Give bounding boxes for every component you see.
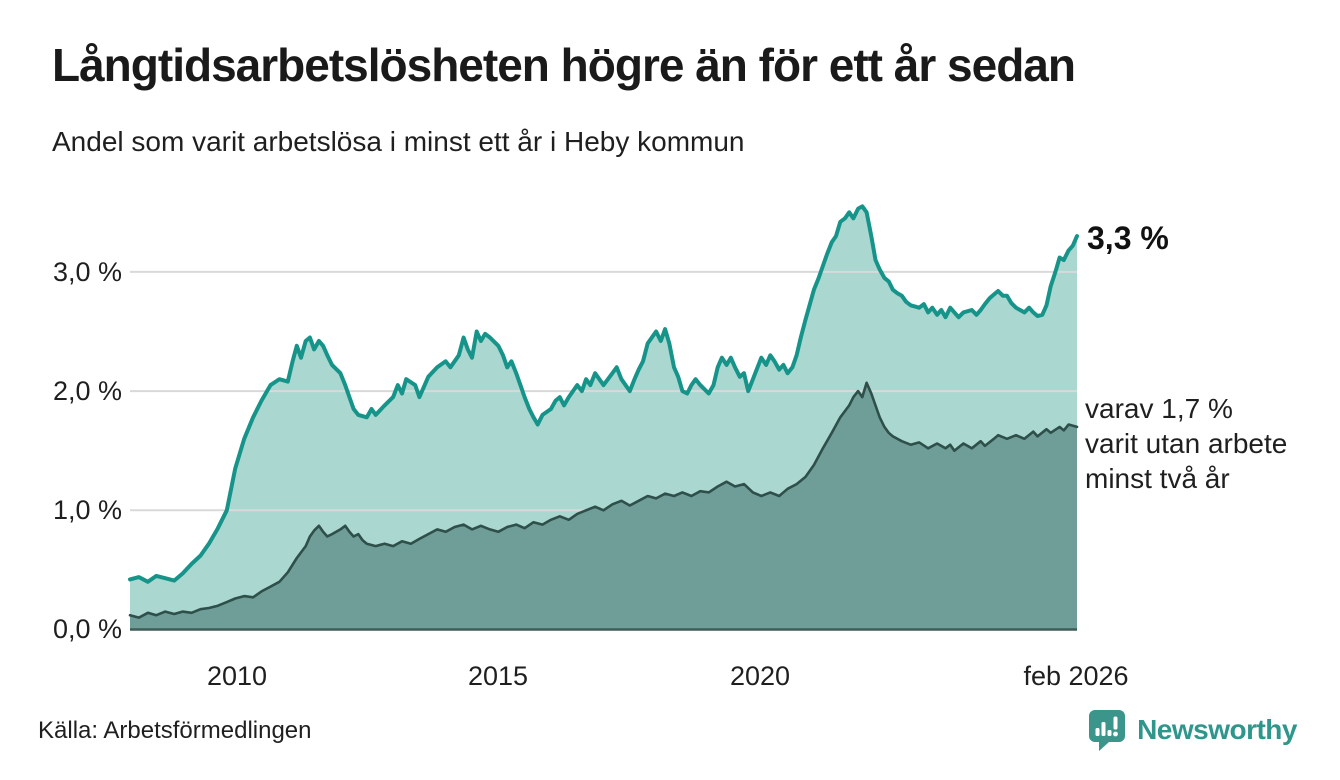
area-fill-two-years [130, 382, 1077, 630]
x-tick-feb-2026: feb 2026 [1023, 661, 1129, 691]
page-title: Långtidsarbetslösheten högre än för ett … [52, 39, 1076, 91]
newsworthy-speech-bubble-chart-icon [1087, 708, 1127, 752]
latest-value-annotation: 3,3 % [1087, 220, 1169, 256]
newsworthy-wordmark: Newsworthy [1137, 714, 1297, 745]
secondary-series-annotation: varav 1,7 % varit utan arbete minst två … [1085, 393, 1288, 494]
y-tick-2: 2,0 % [52, 376, 122, 406]
x-tick-2010: 2010 [206, 661, 268, 691]
page-subtitle: Andel som varit arbetslösa i minst ett å… [52, 126, 745, 157]
series-line-two-years [128, 381, 1079, 619]
x-tick-2015: 2015 [467, 661, 529, 691]
x-tick-2020: 2020 [729, 661, 791, 691]
y-tick-1: 1,0 % [52, 495, 122, 525]
y-tick-3: 3,0 % [52, 257, 122, 287]
y-tick-0: 0,0 % [52, 614, 122, 644]
series-line-one-year [128, 204, 1079, 584]
newsworthy-logo[interactable]: Newsworthy [1087, 708, 1297, 752]
source-attribution: Källa: Arbetsförmedlingen [38, 717, 312, 744]
